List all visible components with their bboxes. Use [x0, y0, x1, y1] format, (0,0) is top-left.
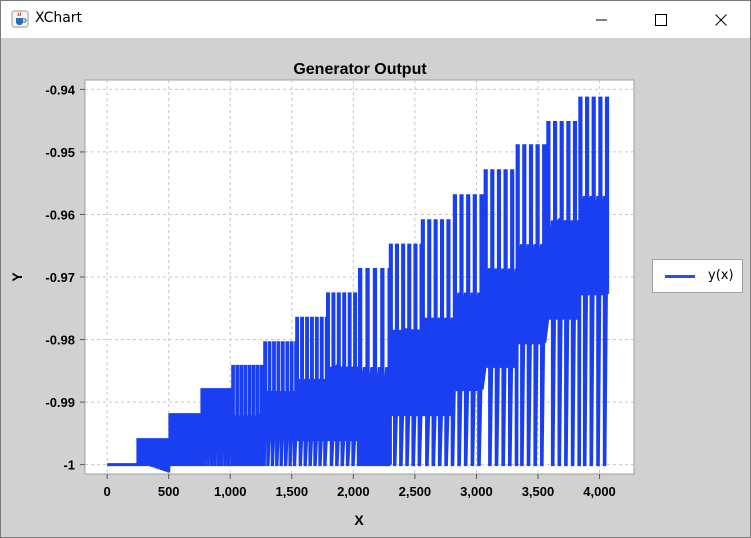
x-tick-label: 1,000	[214, 484, 247, 499]
chart-title: Generator Output	[293, 61, 427, 78]
x-tick-label: 2,000	[337, 484, 370, 499]
axes: 0 500 1,000 1,500 2,000 2,500 3,000 3,500 4,000 -…	[45, 82, 615, 499]
series-y-x	[107, 96, 610, 473]
close-icon	[715, 13, 727, 26]
legend-swatch	[665, 275, 695, 278]
x-tick-label: 3,000	[460, 484, 493, 499]
y-tick-label: -0.96	[45, 207, 75, 222]
y-tick-label: -0.99	[45, 395, 75, 410]
x-tick-label: 3,500	[522, 484, 555, 499]
chart: Generator Output 0 500 1,000 1,500 2,000 2,50…	[9, 61, 635, 528]
window-title: XChart	[35, 10, 83, 26]
minimize-button[interactable]	[579, 1, 625, 38]
x-tick-label: 4,000	[583, 484, 616, 499]
title-bar[interactable]: XChart	[1, 1, 750, 38]
y-tick-label: -1	[63, 458, 75, 473]
x-tick-label: 0	[104, 484, 111, 499]
close-button[interactable]	[698, 1, 744, 38]
y-axis-label: Y	[9, 272, 25, 282]
x-tick-label: 1,500	[276, 484, 309, 499]
series-line	[107, 96, 610, 473]
y-tick-label: -0.95	[45, 145, 75, 160]
chart-panel: Generator Output 0 500 1,000 1,500 2,000 2,50…	[1, 38, 750, 537]
legend: y(x)	[652, 259, 743, 293]
minimize-icon	[596, 19, 607, 20]
x-axis-label: X	[354, 512, 364, 528]
y-tick-label: -0.98	[45, 333, 75, 348]
legend-label: y(x)	[708, 268, 734, 283]
maximize-icon	[655, 13, 667, 26]
maximize-button[interactable]	[638, 1, 684, 38]
java-cup-icon	[11, 10, 29, 28]
x-tick-label: 2,500	[399, 484, 432, 499]
y-tick-label: -0.97	[45, 270, 75, 285]
x-tick-label: 500	[158, 484, 180, 499]
y-tick-label: -0.94	[45, 82, 75, 97]
